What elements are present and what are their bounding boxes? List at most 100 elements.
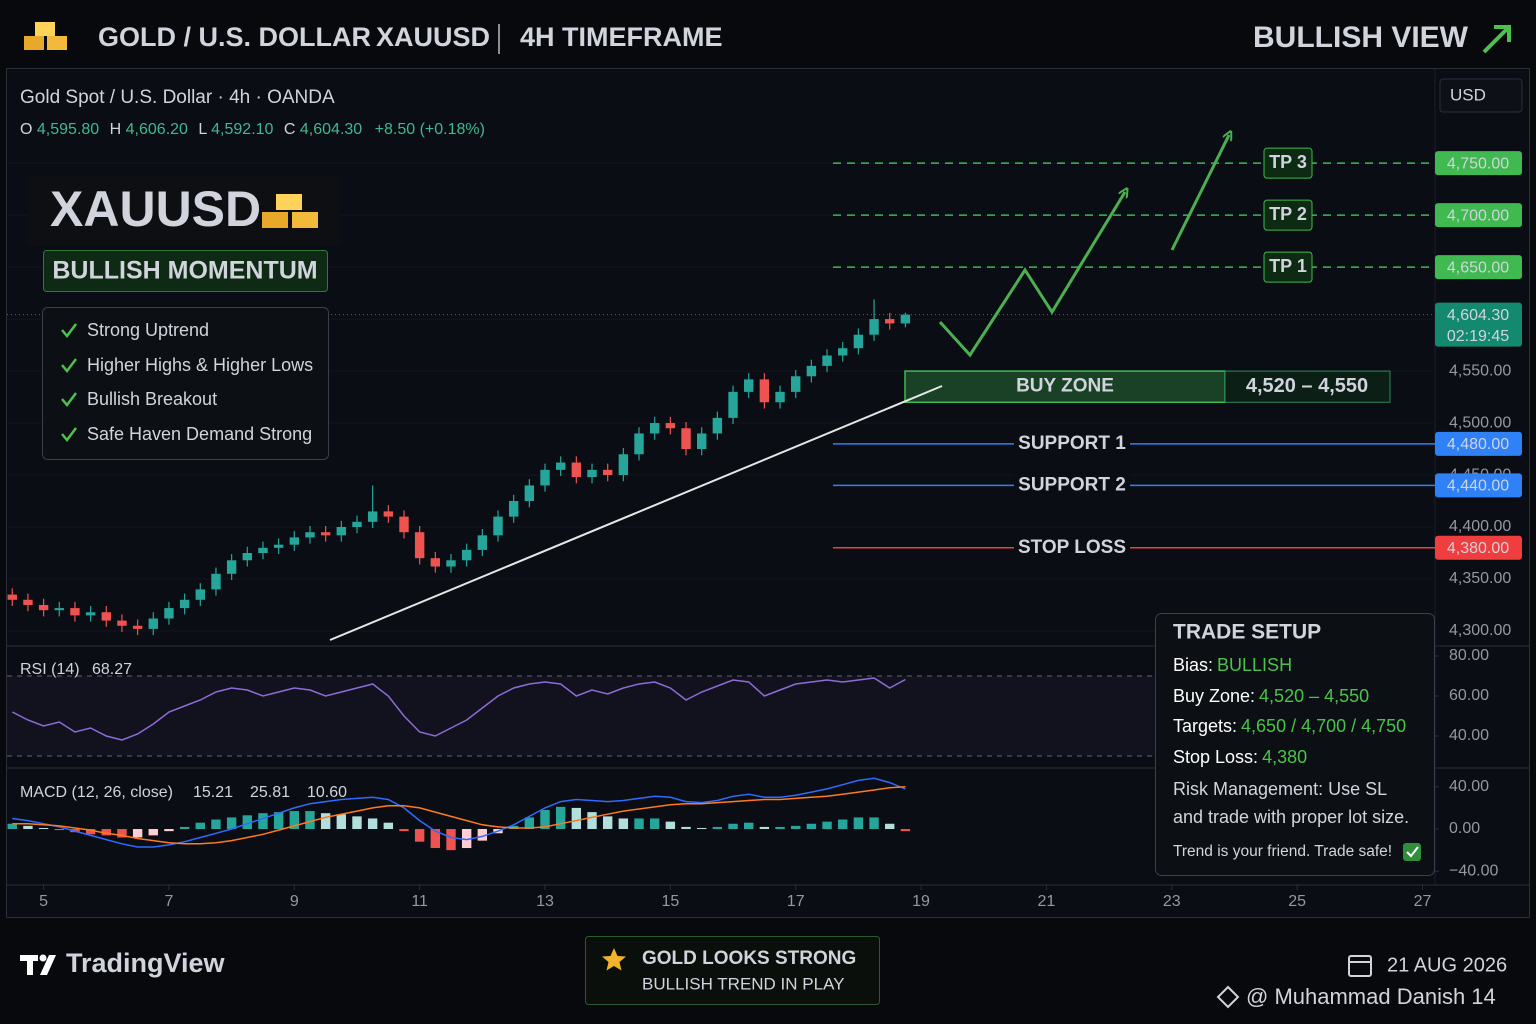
check-icon (61, 392, 77, 408)
checklist-item: Bullish Breakout (87, 389, 217, 409)
trade-setup-footer: Trend is your friend. Trade safe! (1173, 843, 1392, 860)
macd-histogram-bar (320, 813, 331, 830)
price-tag (1435, 151, 1522, 176)
macd-histogram-bar (759, 826, 770, 830)
candle-body (838, 348, 848, 356)
candle-body (242, 552, 253, 561)
readout-value: 4,592.10 (211, 121, 273, 138)
price-tag (1435, 535, 1522, 560)
macd-histogram-bar (85, 829, 96, 835)
row-label: Targets: (1173, 716, 1237, 736)
macd-histogram-bar (869, 817, 879, 830)
macd-histogram-bar (885, 823, 895, 830)
gold-bar (262, 212, 288, 228)
trade-setup-row: Stop Loss: 4,380 (1173, 747, 1307, 767)
callout-box (585, 936, 880, 1005)
macd-histogram-bar (571, 807, 582, 830)
candle-body (101, 612, 111, 621)
level-label-box (1263, 199, 1313, 231)
callout-title: GOLD LOOKS STRONG (642, 948, 856, 969)
candle-body (493, 516, 503, 536)
candle-body (54, 608, 64, 611)
view-arrow (1482, 25, 1511, 54)
last-price-label: 4,604.30 (1447, 307, 1509, 324)
level-label-bg (1014, 430, 1130, 457)
candle-body (822, 355, 832, 366)
symbol-backdrop (28, 176, 340, 246)
trade-setup-note: Risk Management: Use SL (1173, 779, 1387, 799)
candle-body (23, 599, 33, 605)
x-tick-label: 15 (661, 893, 679, 910)
macd-histogram-bar (477, 829, 488, 841)
macd-histogram-bar (399, 829, 409, 832)
macd-histogram-bar (806, 823, 817, 830)
checklist-item: Higher Highs & Higher Lows (87, 355, 313, 375)
candle-body (744, 379, 754, 392)
macd-histogram-bar (822, 821, 832, 830)
gold-bar (292, 212, 318, 228)
candle-body (791, 376, 801, 392)
x-tick-label: 25 (1288, 893, 1306, 910)
price-tag (1435, 431, 1522, 456)
buy-zone-label: 4,520 – 4,550 (1246, 375, 1368, 397)
candle-body (712, 417, 723, 434)
macd-histogram-bar (744, 822, 754, 830)
candle-body (414, 532, 425, 559)
macd-histogram-bar (696, 827, 707, 830)
candle-body (649, 423, 660, 434)
level-name: TP 1 (1269, 256, 1307, 276)
level-label-bg (1014, 472, 1130, 499)
header-timeframe: 4H TIMEFRAME (520, 22, 723, 52)
row-value: 4,520 – 4,550 (1259, 686, 1369, 706)
candle-body (696, 433, 707, 450)
credit-icon (1216, 985, 1240, 1009)
price-tag-label: 4,700.00 (1447, 207, 1509, 224)
row-label: Bias: (1173, 655, 1213, 675)
macd-histogram-bar (226, 817, 237, 830)
macd-histogram-bar (7, 823, 17, 830)
macd-histogram-bar (602, 816, 613, 830)
x-tick-label: 21 (1038, 893, 1056, 910)
callout-subtitle: BULLISH TREND IN PLAY (642, 974, 845, 993)
candle-body (320, 532, 331, 536)
macd-histogram-bar (336, 814, 347, 830)
level-name: TP 2 (1269, 204, 1307, 224)
macd-histogram-bar (258, 813, 268, 830)
macd-histogram-bar (117, 829, 127, 838)
macd-histogram-bar (461, 829, 472, 849)
macd-histogram-bar (430, 829, 441, 849)
macd-histogram-bar (681, 826, 691, 830)
check-icon (61, 427, 77, 443)
y-tick-label: 4,500.00 (1449, 414, 1511, 431)
check-icon (61, 323, 77, 339)
readout-label: L (198, 121, 207, 138)
macd-histogram-bar (54, 829, 64, 831)
level-label-bg (1014, 534, 1130, 561)
projection-arrow (1170, 135, 1229, 251)
price-tag (1435, 473, 1522, 498)
readout-label: H (110, 121, 122, 138)
header-view: BULLISH VIEW (1253, 21, 1469, 54)
ohlc-readout: O 4,595.80 H 4,606.20 L 4,592.10 C 4,604… (20, 121, 485, 138)
rsi-tick-label: 80.00 (1449, 647, 1489, 664)
rsi-tick-label: 40.00 (1449, 727, 1489, 744)
candle-body (85, 612, 96, 616)
header-title: GOLD / U.S. DOLLAR (98, 22, 371, 52)
candle-body (132, 625, 143, 629)
y-tick-label: 4,400.00 (1449, 518, 1511, 535)
level-label-box (1263, 147, 1313, 179)
candle-body (195, 589, 205, 600)
candle-body (179, 599, 190, 609)
price-tag-label: 4,650.00 (1447, 259, 1509, 276)
macd-histogram-bar (838, 819, 848, 830)
trade-setup-row: Buy Zone: 4,520 – 4,550 (1173, 686, 1369, 706)
candle-body (38, 604, 49, 611)
macd-histogram-bar (352, 816, 362, 830)
check-badge (1403, 843, 1421, 861)
buy-zone (904, 370, 1226, 404)
row-label: Stop Loss: (1173, 747, 1258, 767)
x-tick-label: 11 (411, 893, 428, 910)
candle-body (289, 537, 300, 545)
x-tick-label: 13 (536, 893, 554, 910)
